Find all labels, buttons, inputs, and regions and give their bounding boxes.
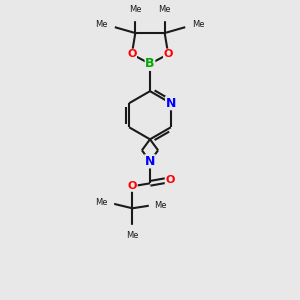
Text: Me: Me (126, 231, 139, 240)
Text: O: O (127, 49, 136, 59)
Text: O: O (128, 181, 137, 191)
Text: N: N (145, 155, 155, 168)
Text: Me: Me (154, 201, 167, 210)
Text: Me: Me (158, 5, 171, 14)
Text: B: B (145, 57, 155, 70)
Text: O: O (164, 49, 173, 59)
Text: Me: Me (95, 199, 107, 208)
Text: Me: Me (129, 5, 142, 14)
Text: Me: Me (95, 20, 107, 29)
Text: N: N (166, 97, 176, 110)
Text: Me: Me (193, 20, 205, 29)
Text: O: O (165, 175, 175, 185)
